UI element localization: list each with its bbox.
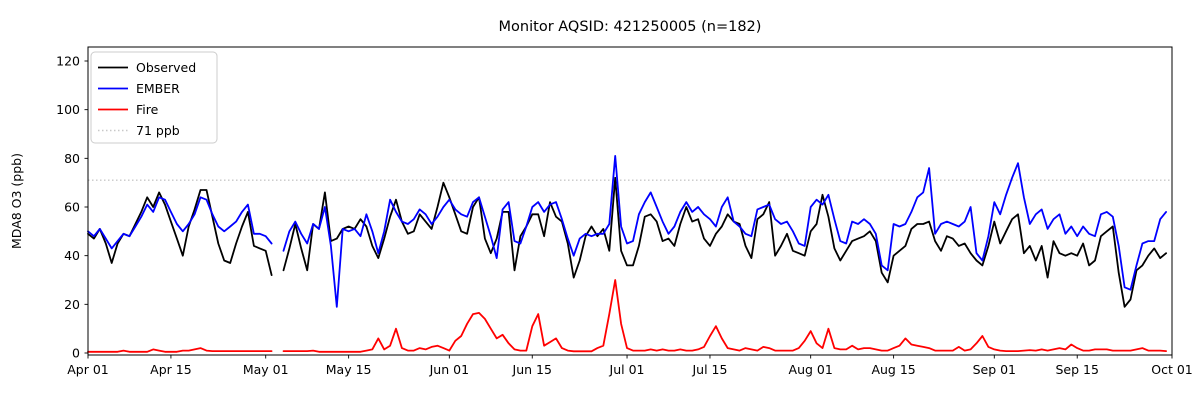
x-tick-label: Aug 15 [871,362,915,377]
x-tick-label: May 01 [243,362,289,377]
x-tick-label: Jul 15 [691,362,727,377]
x-tick-label: Jun 01 [429,362,469,377]
ember-line [87,155,1167,308]
x-tick-label: Jun 15 [512,362,552,377]
x-tick-label: Apr 15 [150,362,192,377]
x-tick-label: Jul 01 [609,362,645,377]
y-tick-label: 80 [64,151,80,166]
data-series-group [87,155,1167,353]
x-tick-label: Sep 01 [973,362,1016,377]
observed-line [87,176,1167,308]
legend-box [90,51,218,144]
x-tick-label: Apr 01 [67,362,109,377]
y-axis: 0 20 40 60 80 100 120 [56,54,88,361]
y-tick-label: 20 [64,297,80,312]
legend-threshold-label: 71 ppb [136,123,180,138]
x-tick-label: Oct 01 [1151,362,1193,377]
legend: Observed EMBER Fire 71 ppb [90,51,218,144]
plot-border [87,46,1173,356]
legend-fire-label: Fire [136,102,159,117]
legend-observed-label: Observed [136,60,196,75]
y-axis-label: MDA8 O3 (ppb) [9,153,24,249]
chart-title: Monitor AQSID: 421250005 (n=182) [499,19,762,35]
y-tick-label: 0 [72,346,80,361]
legend-ember-label: EMBER [136,81,180,96]
fire-line [87,279,1167,353]
x-tick-label: Aug 01 [789,362,833,377]
x-tick-label: Sep 15 [1055,362,1098,377]
y-tick-label: 40 [64,248,80,263]
x-tick-label: May 15 [326,362,372,377]
y-tick-label: 100 [56,102,80,117]
x-axis: Apr 01 Apr 15 May 01 May 15 Jun 01 Jun 15 Jul … [67,355,1193,377]
y-tick-label: 60 [64,200,80,215]
y-tick-label: 120 [56,54,80,69]
